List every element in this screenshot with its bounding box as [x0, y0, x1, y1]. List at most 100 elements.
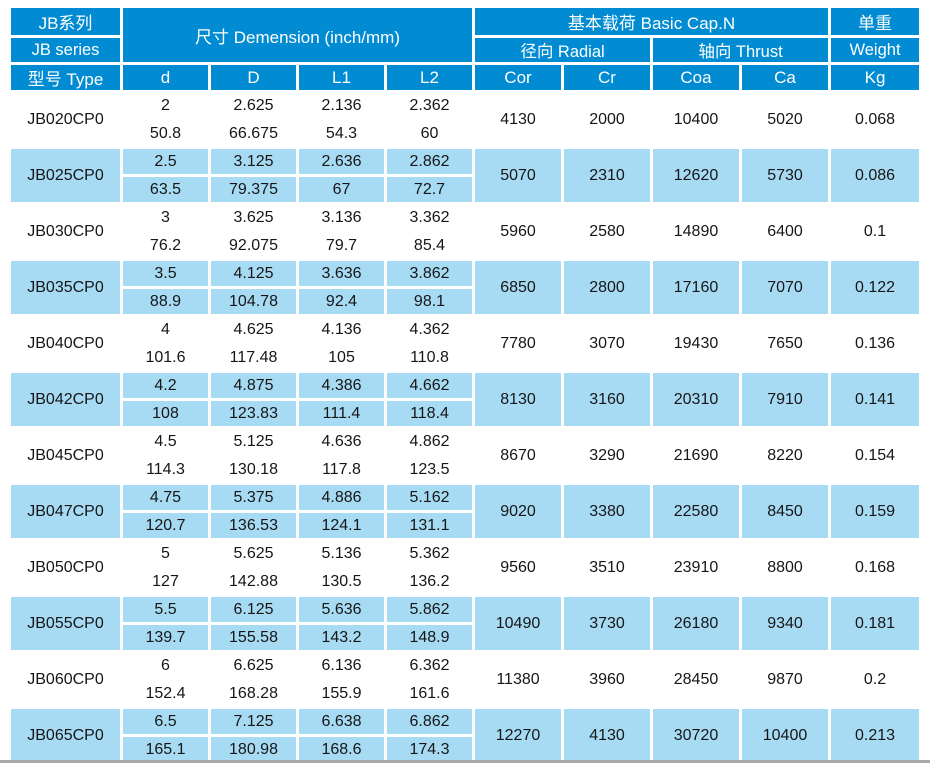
load-cell-Coa: 12620	[653, 149, 739, 202]
load-cell-Cr: 3510	[564, 541, 650, 594]
table-row-mm: 88.9 104.78 92.4 98.1	[11, 289, 919, 314]
table-row: JB055CP0 5.5 6.125 5.636 5.862 10490 3730 26180…	[11, 597, 920, 650]
dim-mm-cell-d: 50.8	[123, 121, 208, 146]
load-cell-Ca: 8800	[742, 541, 829, 594]
weight-cell: 0.086	[831, 149, 920, 202]
dim-mm-cell-L2: 98.1	[387, 289, 472, 314]
dim-mm-cell-L2: 174.3	[387, 737, 472, 762]
model-cell: JB035CP0	[11, 261, 120, 314]
header-weight-cn: 单重	[831, 8, 920, 35]
dim-mm-cell-d: 88.9	[123, 289, 208, 314]
load-cell-Ca: 7070	[742, 261, 829, 314]
table-row: JB035CP0 3.5 4.125 3.636 3.862 6850 2800 17160 7…	[11, 261, 920, 314]
dim-inch-cell-L1: 6.136	[299, 653, 384, 678]
load-cell-Coa: 22580	[653, 485, 739, 538]
dim-mm-cell-D: 117.48	[211, 345, 296, 370]
header-row-1: JB系列 尺寸 Demension (inch/mm) 基本载荷 Basic C…	[11, 8, 920, 62]
table-row: JB030CP0 3 3.625 3.136 3.362 5960 2580 14890 640…	[11, 205, 920, 258]
dim-mm-cell-L1: 67	[299, 177, 384, 202]
dim-mm-cell-d: 108	[123, 401, 208, 426]
dim-mm-cell-L1: 54.3	[299, 121, 384, 146]
dim-inch-cell-L2: 2.362	[387, 93, 472, 118]
header-thrust: 轴向 Thrust	[653, 38, 829, 62]
weight-cell: 0.068	[831, 93, 920, 146]
model-cell: JB065CP0	[11, 709, 120, 762]
load-cell-Cr: 2310	[564, 149, 650, 202]
dim-mm-cell-D: 142.88	[211, 569, 296, 594]
dim-mm-cell-D: 92.075	[211, 233, 296, 258]
load-cell-Cr: 3160	[564, 373, 650, 426]
table-row-mm: 114.3 130.18 117.8 123.5	[11, 457, 919, 482]
dim-mm-cell-L2: 148.9	[387, 625, 472, 650]
load-cell-Cor: 9560	[475, 541, 561, 594]
table-row-mm: 165.1 180.98 168.6 174.3	[11, 737, 919, 762]
table-bottom-border	[0, 760, 930, 763]
dim-inch-cell-D: 6.625	[211, 653, 296, 678]
load-cell-Cor: 12270	[475, 709, 561, 762]
header-row-3: 型号 Type d D L1 L2 Cor Cr Coa Ca Kg	[11, 65, 920, 90]
table-row: JB065CP0 6.5 7.125 6.638 6.862 12270 4130 30720…	[11, 709, 920, 762]
dim-mm-cell-L1: 124.1	[299, 513, 384, 538]
dim-inch-cell-L1: 3.136	[299, 205, 384, 230]
header-type: 型号 Type	[11, 65, 120, 90]
weight-cell: 0.213	[831, 709, 920, 762]
load-cell-Cr: 3070	[564, 317, 650, 370]
dim-inch-cell-L2: 5.862	[387, 597, 472, 622]
load-cell-Ca: 7910	[742, 373, 829, 426]
model-cell: JB040CP0	[11, 317, 120, 370]
weight-cell: 0.2	[831, 653, 920, 706]
dim-mm-cell-D: 104.78	[211, 289, 296, 314]
table-row: JB042CP0 4.2 4.875 4.386 4.662 8130 3160 20310 7…	[11, 373, 920, 426]
dim-inch-cell-d: 3	[123, 205, 208, 230]
header-dimension: 尺寸 Demension (inch/mm)	[123, 8, 472, 62]
model-cell: JB030CP0	[11, 205, 120, 258]
table-row: JB025CP0 2.5 3.125 2.636 2.862 5070 2310 12620 5…	[11, 149, 920, 202]
dim-mm-cell-d: 101.6	[123, 345, 208, 370]
weight-cell: 0.181	[831, 597, 920, 650]
load-cell-Ca: 5020	[742, 93, 829, 146]
header-series-cn: JB系列	[11, 8, 120, 35]
dim-inch-cell-D: 5.625	[211, 541, 296, 566]
dim-inch-cell-L1: 2.136	[299, 93, 384, 118]
dim-inch-cell-L1: 4.136	[299, 317, 384, 342]
table-row: JB045CP0 4.5 5.125 4.636 4.862 8670 3290 21690 8…	[11, 429, 920, 482]
table-row-mm: 120.7 136.53 124.1 131.1	[11, 513, 919, 538]
load-cell-Ca: 6400	[742, 205, 829, 258]
dim-mm-cell-L1: 117.8	[299, 457, 384, 482]
load-cell-Cor: 4130	[475, 93, 561, 146]
model-cell: JB045CP0	[11, 429, 120, 482]
dim-inch-cell-d: 6	[123, 653, 208, 678]
header-col-D: D	[211, 65, 296, 90]
load-cell-Coa: 30720	[653, 709, 739, 762]
model-cell: JB047CP0	[11, 485, 120, 538]
dim-mm-cell-L2: 60	[387, 121, 472, 146]
dim-inch-cell-d: 4.2	[123, 373, 208, 398]
dim-inch-cell-L2: 6.862	[387, 709, 472, 734]
model-cell: JB050CP0	[11, 541, 120, 594]
dim-mm-cell-L2: 118.4	[387, 401, 472, 426]
dim-mm-cell-L2: 85.4	[387, 233, 472, 258]
dim-inch-cell-d: 2.5	[123, 149, 208, 174]
dim-mm-cell-L2: 123.5	[387, 457, 472, 482]
header-col-d: d	[123, 65, 208, 90]
table-row-mm: 76.2 92.075 79.7 85.4	[11, 233, 919, 258]
weight-cell: 0.122	[831, 261, 920, 314]
load-cell-Coa: 23910	[653, 541, 739, 594]
dim-mm-cell-L2: 72.7	[387, 177, 472, 202]
header-col-Cr: Cr	[564, 65, 650, 90]
load-cell-Cr: 3730	[564, 597, 650, 650]
dim-mm-cell-D: 130.18	[211, 457, 296, 482]
load-cell-Cor: 5070	[475, 149, 561, 202]
load-cell-Coa: 10400	[653, 93, 739, 146]
dim-inch-cell-D: 6.125	[211, 597, 296, 622]
dim-mm-cell-d: 139.7	[123, 625, 208, 650]
load-cell-Coa: 20310	[653, 373, 739, 426]
dim-inch-cell-D: 5.125	[211, 429, 296, 454]
dim-inch-cell-d: 2	[123, 93, 208, 118]
load-cell-Cor: 7780	[475, 317, 561, 370]
dim-mm-cell-d: 114.3	[123, 457, 208, 482]
dim-mm-cell-d: 127	[123, 569, 208, 594]
load-cell-Cr: 3380	[564, 485, 650, 538]
